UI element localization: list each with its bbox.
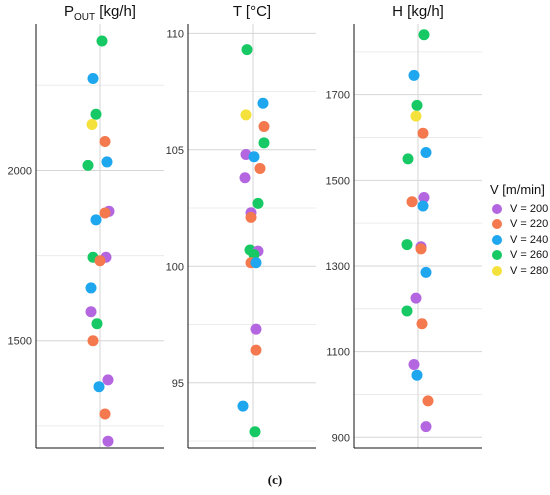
legend-rows: V = 200 V = 220 V = 240 V = 260 V = 280 xyxy=(492,201,548,279)
data-point-v200 xyxy=(102,374,114,386)
data-point-v260 xyxy=(90,108,102,120)
data-point-v280 xyxy=(240,109,252,121)
data-point-v200 xyxy=(420,421,432,433)
data-point-v260 xyxy=(258,137,270,149)
data-point-v260 xyxy=(402,153,414,165)
y-tick-label: 1300 xyxy=(326,261,350,273)
panel-title-t: T [°C] xyxy=(188,3,316,20)
data-point-v240 xyxy=(87,72,99,84)
panel-pout: 1500 2000 xyxy=(8,24,164,449)
data-point-v260 xyxy=(241,44,253,56)
data-point-v280 xyxy=(86,118,98,130)
data-point-v260 xyxy=(252,197,264,209)
legend-entry-v200: V = 200 xyxy=(492,201,548,217)
data-point-v200 xyxy=(418,191,430,203)
panel-h: 900 1100 1300 1500 1700 xyxy=(326,24,482,449)
data-point-v220 xyxy=(94,255,106,267)
legend-entry-v240: V = 240 xyxy=(492,232,548,248)
data-point-v220 xyxy=(254,162,266,174)
data-point-v260 xyxy=(96,35,108,47)
data-point-v200 xyxy=(408,358,420,370)
legend-swatch xyxy=(492,265,502,276)
data-point-v240 xyxy=(237,400,249,412)
data-point-v220 xyxy=(422,395,434,407)
data-point-v260 xyxy=(411,99,423,111)
legend-label: V = 200 xyxy=(510,202,549,215)
data-point-v220 xyxy=(416,318,428,330)
y-tick-label: 1100 xyxy=(326,347,350,359)
data-point-v220 xyxy=(87,335,99,347)
data-point-v220 xyxy=(415,243,427,255)
data-point-v240 xyxy=(85,282,97,294)
data-point-v280 xyxy=(410,110,422,122)
y-tick-label: 1500 xyxy=(326,175,350,187)
data-point-v240 xyxy=(248,151,260,163)
data-point-v220 xyxy=(417,127,429,139)
data-point-v200 xyxy=(239,172,251,184)
legend-swatch xyxy=(492,250,502,261)
data-point-v200 xyxy=(85,306,97,318)
panel-t: 95 100 105 110 xyxy=(166,24,316,449)
panel-title-pout-sub: OUT xyxy=(74,12,96,23)
data-point-v240 xyxy=(257,97,269,109)
legend-swatch xyxy=(492,234,502,245)
data-point-v240 xyxy=(101,156,113,168)
data-point-v240 xyxy=(408,69,420,81)
legend-title: V [m/min] xyxy=(490,182,545,197)
data-point-v260 xyxy=(82,159,94,171)
data-point-v240 xyxy=(411,369,423,381)
y-tick-label: 1500 xyxy=(8,336,32,348)
data-point-v260 xyxy=(91,318,103,330)
legend: V [m/min] V = 200 V = 220 V = 240 V = 260 V … xyxy=(490,182,548,279)
data-point-v220 xyxy=(245,211,257,223)
panel-title-pout: POUT [kg/h] xyxy=(36,3,164,23)
y-tick-label: 2000 xyxy=(8,165,32,177)
y-tick-label: 110 xyxy=(166,28,184,40)
panel-title-pout-unit: [kg/h] xyxy=(95,3,136,20)
legend-swatch xyxy=(492,219,502,230)
legend-entry-v280: V = 280 xyxy=(492,263,548,279)
y-tick-label: 900 xyxy=(332,432,350,444)
legend-label: V = 220 xyxy=(510,218,549,231)
legend-swatch xyxy=(492,203,502,214)
data-point-v220 xyxy=(258,121,270,133)
panel-title-h: H [kg/h] xyxy=(354,3,482,20)
data-point-v220 xyxy=(99,408,111,420)
data-point-v240 xyxy=(420,146,432,158)
data-point-v220 xyxy=(406,196,418,208)
data-point-v240 xyxy=(250,257,262,269)
legend-label: V = 280 xyxy=(510,264,549,277)
legend-entry-v220: V = 220 xyxy=(492,217,548,233)
data-point-v260 xyxy=(401,305,413,317)
data-point-v220 xyxy=(99,135,111,147)
figure-caption: (c) xyxy=(267,472,283,487)
legend-label: V = 240 xyxy=(510,233,549,246)
data-point-v240 xyxy=(420,266,432,278)
data-point-v240 xyxy=(93,381,105,393)
data-point-v260 xyxy=(418,29,430,41)
y-tick-label: 1700 xyxy=(326,90,350,102)
data-point-v240 xyxy=(90,214,102,226)
data-point-v200 xyxy=(250,323,262,335)
data-point-v220 xyxy=(99,207,111,219)
data-point-v200 xyxy=(410,292,422,304)
panel-title-pout-main: P xyxy=(64,3,75,20)
y-tick-label: 105 xyxy=(166,145,184,157)
data-point-v220 xyxy=(250,344,262,356)
data-point-v200 xyxy=(102,435,114,447)
y-tick-label: 95 xyxy=(172,378,184,390)
data-point-v240 xyxy=(417,200,429,212)
y-tick-label: 100 xyxy=(166,261,184,273)
panel-title-h-main: H [kg/h] xyxy=(392,3,444,20)
legend-label: V = 260 xyxy=(510,249,549,262)
legend-entry-v260: V = 260 xyxy=(492,248,548,264)
data-point-v260 xyxy=(401,239,413,251)
data-point-v260 xyxy=(249,426,261,438)
panel-title-t-main: T [°C] xyxy=(232,3,272,20)
